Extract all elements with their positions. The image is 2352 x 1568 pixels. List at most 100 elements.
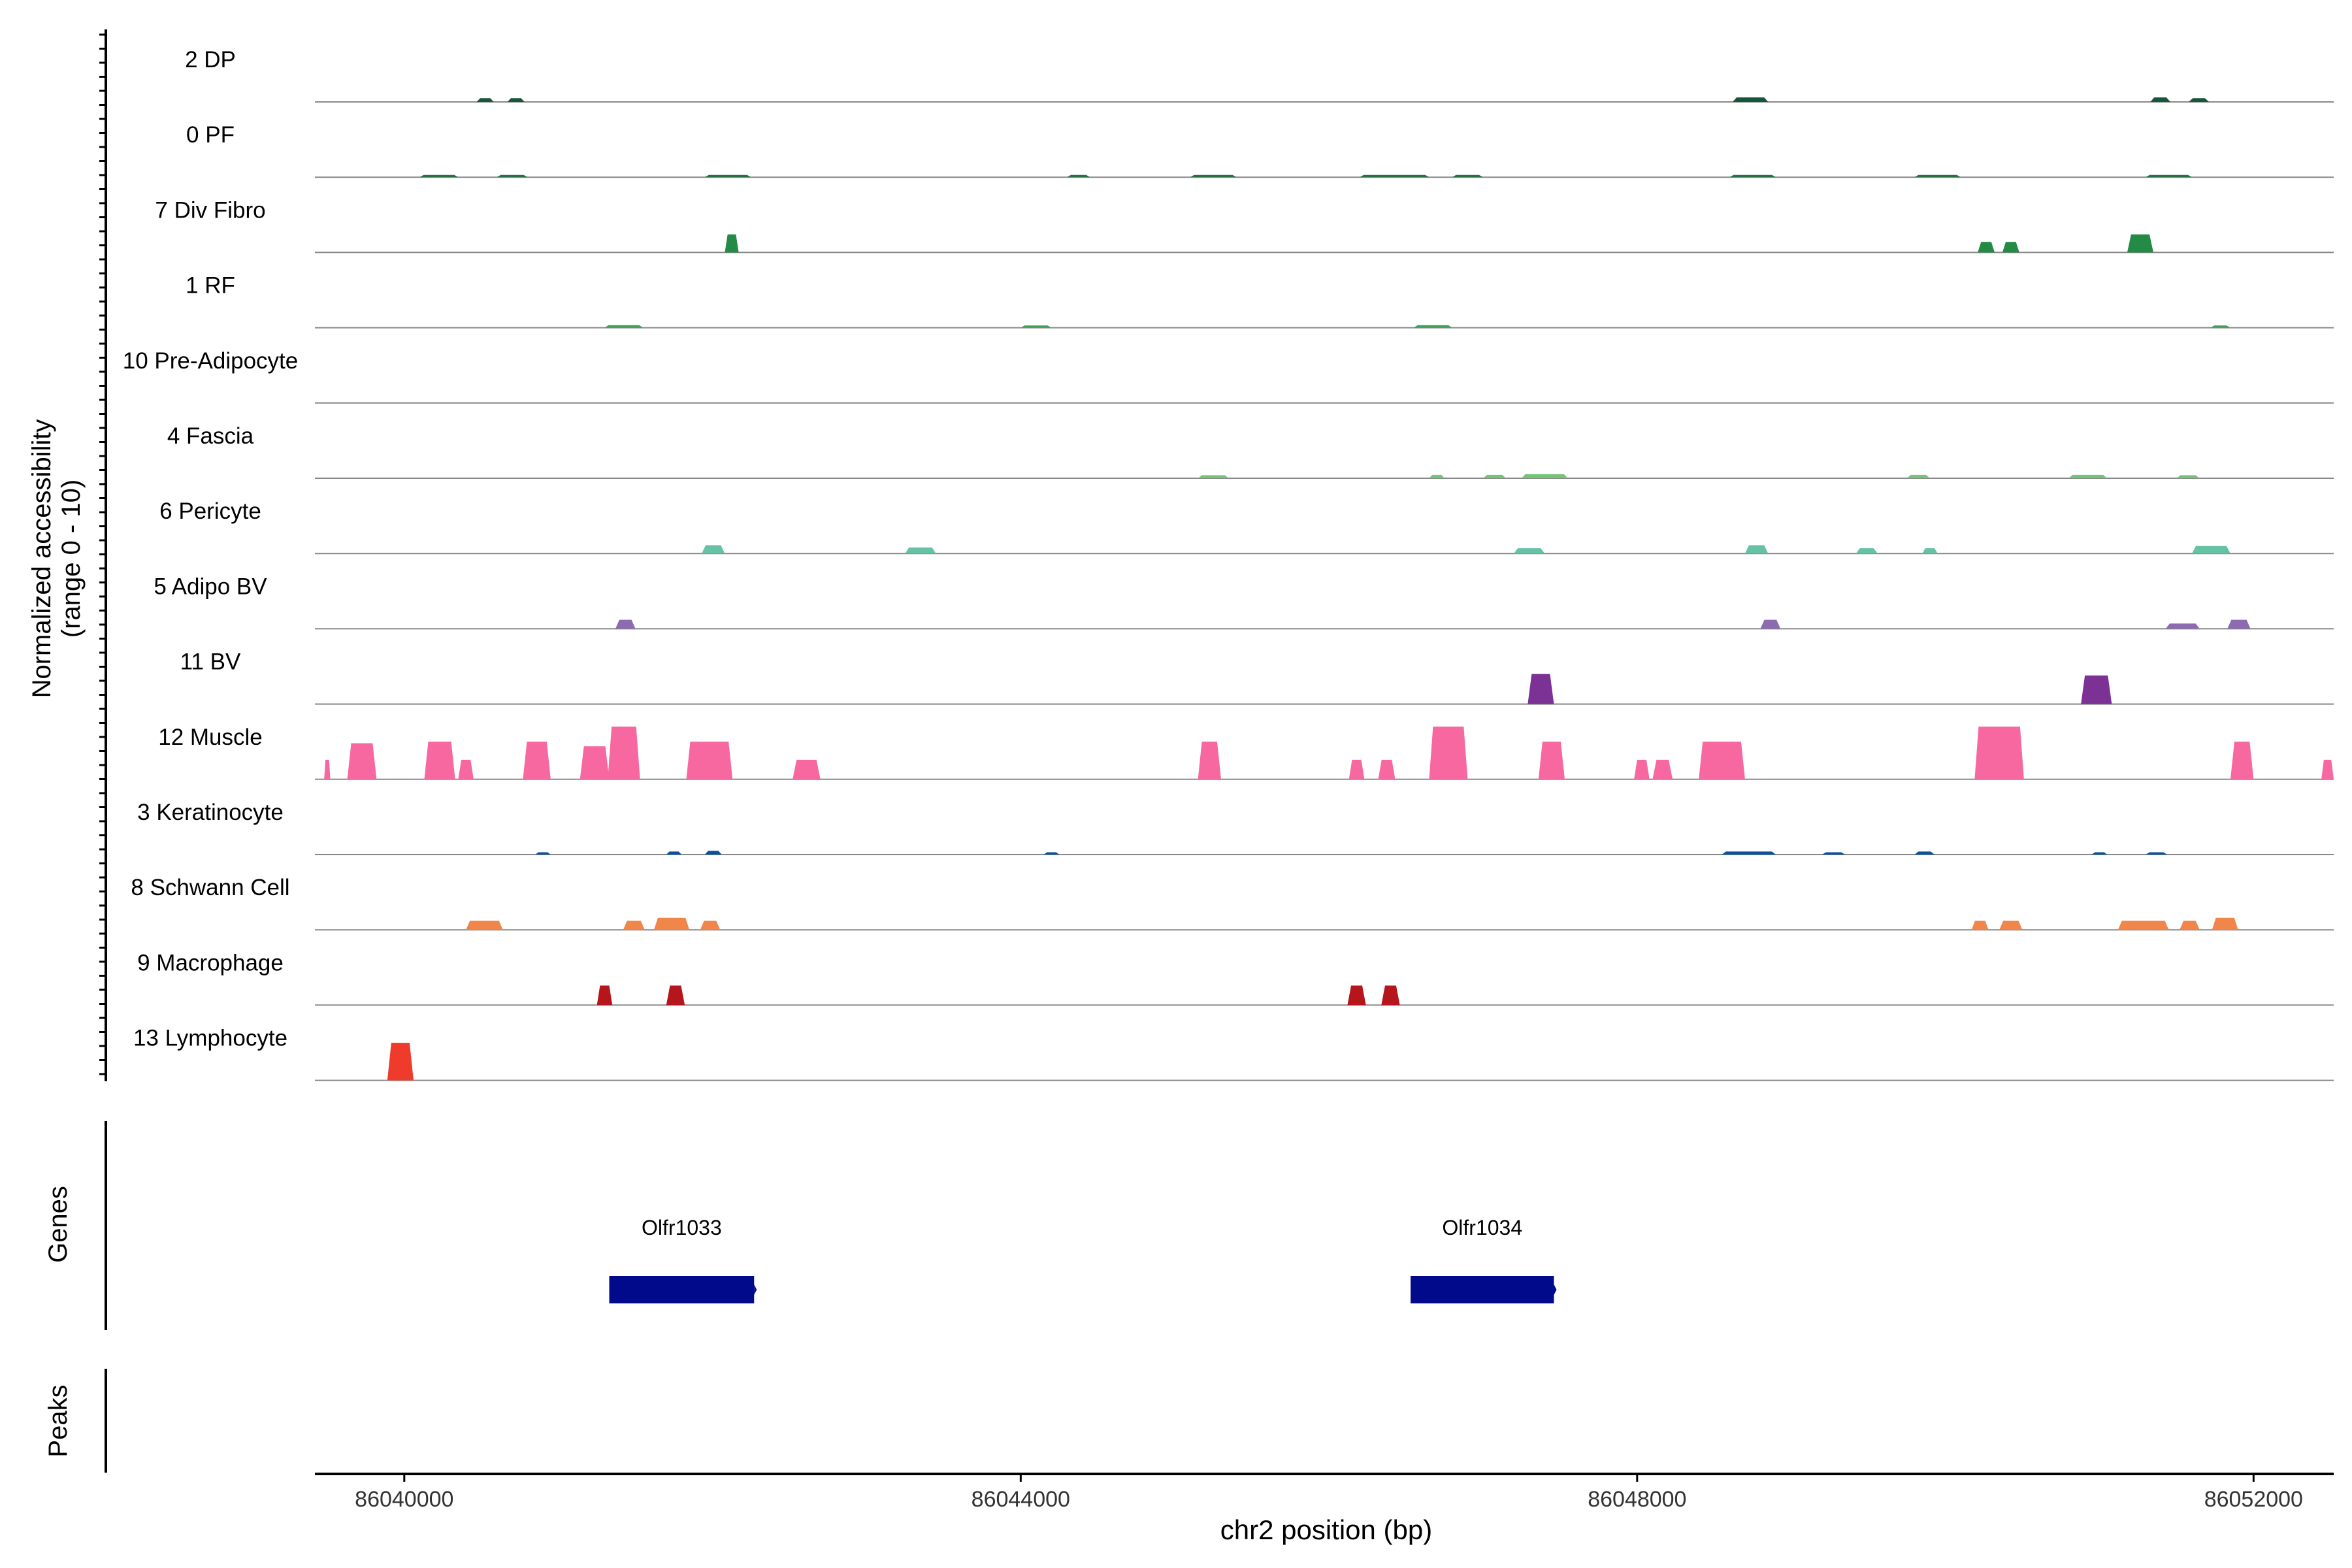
track-label: 7 Div Fibro	[155, 197, 265, 223]
coverage-peak	[608, 727, 640, 779]
track-label: 11 BV	[180, 649, 241, 675]
coverage-peak	[2091, 852, 2108, 855]
track-5: 10 Pre-Adipocyte	[123, 348, 2334, 404]
coverage-peak	[2002, 242, 2019, 253]
coverage-peak	[704, 851, 722, 855]
track-label: 10 Pre-Adipocyte	[123, 348, 298, 374]
coverage-peak	[704, 174, 751, 178]
coverage-peak	[623, 921, 645, 930]
track-label: 3 Keratinocyte	[137, 800, 284, 825]
coverage-peak	[1906, 474, 1930, 478]
coverage-peak	[1971, 921, 1989, 930]
coverage-peak	[580, 746, 610, 779]
coverage-peak	[2068, 474, 2108, 478]
coverage-peak	[653, 917, 690, 930]
y-axis-label-line1: Normalized accessibility	[27, 419, 56, 698]
coverage-peak	[476, 98, 494, 102]
track-label: 0 PF	[186, 122, 235, 148]
coverage-peak	[596, 985, 613, 1005]
track-7: 6 Pericyte	[159, 498, 2334, 555]
coverage-peak	[2189, 98, 2209, 102]
track-3: 7 Div Fibro	[155, 197, 2334, 253]
x-tick-label: 86052000	[2204, 1487, 2303, 1512]
coverage-peak	[1760, 619, 1781, 629]
track-label: 13 Lymphocyte	[133, 1026, 287, 1051]
coverage-peak	[1634, 759, 1650, 779]
coverage-peak	[1021, 325, 1052, 328]
track-label: 1 RF	[186, 273, 235, 299]
coverage-peak	[1429, 474, 1445, 478]
x-tick-label: 86048000	[1588, 1487, 1686, 1512]
coverage-peak	[2321, 759, 2334, 779]
coverage-peak	[1922, 548, 1938, 554]
track-label: 8 Schwann Cell	[131, 875, 289, 900]
track-12: 8 Schwann Cell	[131, 875, 2334, 931]
gene-strand-arrow	[754, 1284, 757, 1295]
coverage-peak	[1855, 548, 1878, 554]
coverage-peak	[725, 234, 739, 253]
track-label: 2 DP	[185, 47, 236, 73]
coverage-peak	[387, 1043, 414, 1081]
coverage-peak	[1378, 759, 1396, 779]
coverage-peak	[497, 174, 528, 178]
gene-track: Olfr1033 Olfr1034	[609, 1216, 1557, 1303]
track-4: 1 RF	[186, 273, 2334, 329]
gene-model	[1411, 1276, 1554, 1303]
track-label: 12 Muscle	[158, 725, 263, 750]
coverage-peak	[324, 759, 331, 779]
coverage-peak	[905, 547, 936, 554]
coverage-peak	[666, 851, 682, 855]
coverage-peak	[507, 98, 525, 102]
coverage-peak	[700, 921, 721, 930]
track-14: 13 Lymphocyte	[133, 1026, 2334, 1081]
x-axis-label: chr2 position (bp)	[1220, 1514, 1433, 1545]
coverage-peak	[2180, 921, 2200, 930]
coverage-peak	[458, 759, 474, 779]
coverage-peak	[424, 742, 455, 779]
track-6: 4 Fascia	[167, 423, 2334, 479]
coverage-peak	[2165, 623, 2200, 629]
coverage-peak	[1652, 759, 1673, 779]
coverage-peak	[1699, 742, 1745, 779]
coverage-peak	[347, 743, 377, 779]
track-1: 2 DP	[185, 47, 2334, 103]
coverage-peak	[792, 759, 821, 779]
track-label: 9 Macrophage	[137, 950, 284, 975]
coverage-peak	[1198, 742, 1221, 779]
x-tick-label: 86044000	[972, 1487, 1070, 1512]
coverage-peak	[1821, 852, 1846, 855]
coverage-peak	[666, 985, 685, 1005]
coverage-peak	[1914, 174, 1961, 178]
coverage-peak	[615, 619, 636, 629]
coverage-peak	[1198, 475, 1229, 478]
coverage-peak	[2191, 546, 2230, 554]
track-label: 5 Adipo BV	[154, 574, 267, 599]
genes-panel-label: Genes	[44, 1186, 73, 1263]
coverage-peak	[419, 174, 459, 178]
coverage-peak	[1043, 852, 1060, 855]
track-label: 4 Fascia	[167, 423, 254, 449]
coverage-peak	[2212, 917, 2238, 930]
coverage-peak	[2150, 97, 2170, 102]
coverage-peak	[1978, 242, 1995, 253]
coverage-peak	[2146, 174, 2192, 178]
coverage-peak	[1452, 174, 1483, 178]
track-8: 5 Adipo BV	[154, 574, 2334, 630]
coverage-peak	[1381, 985, 1400, 1005]
coverage-peak	[1482, 474, 1507, 478]
coverage-peak	[466, 921, 503, 930]
coverage-peak	[1722, 851, 1776, 855]
gene-label: Olfr1033	[642, 1216, 722, 1239]
coverage-peak	[1999, 921, 2023, 930]
track-11: 3 Keratinocyte	[137, 800, 2334, 855]
coverage-peak	[1067, 174, 1090, 178]
track-13: 9 Macrophage	[137, 950, 2334, 1006]
coverage-peak	[1360, 174, 1429, 178]
gene-strand-arrow	[1554, 1284, 1557, 1295]
coverage-peak	[2227, 619, 2251, 629]
gene-model	[609, 1276, 755, 1303]
coverage-peak	[2081, 675, 2112, 704]
coverage-peak	[1744, 545, 1769, 554]
coverage-peak	[1413, 325, 1452, 328]
